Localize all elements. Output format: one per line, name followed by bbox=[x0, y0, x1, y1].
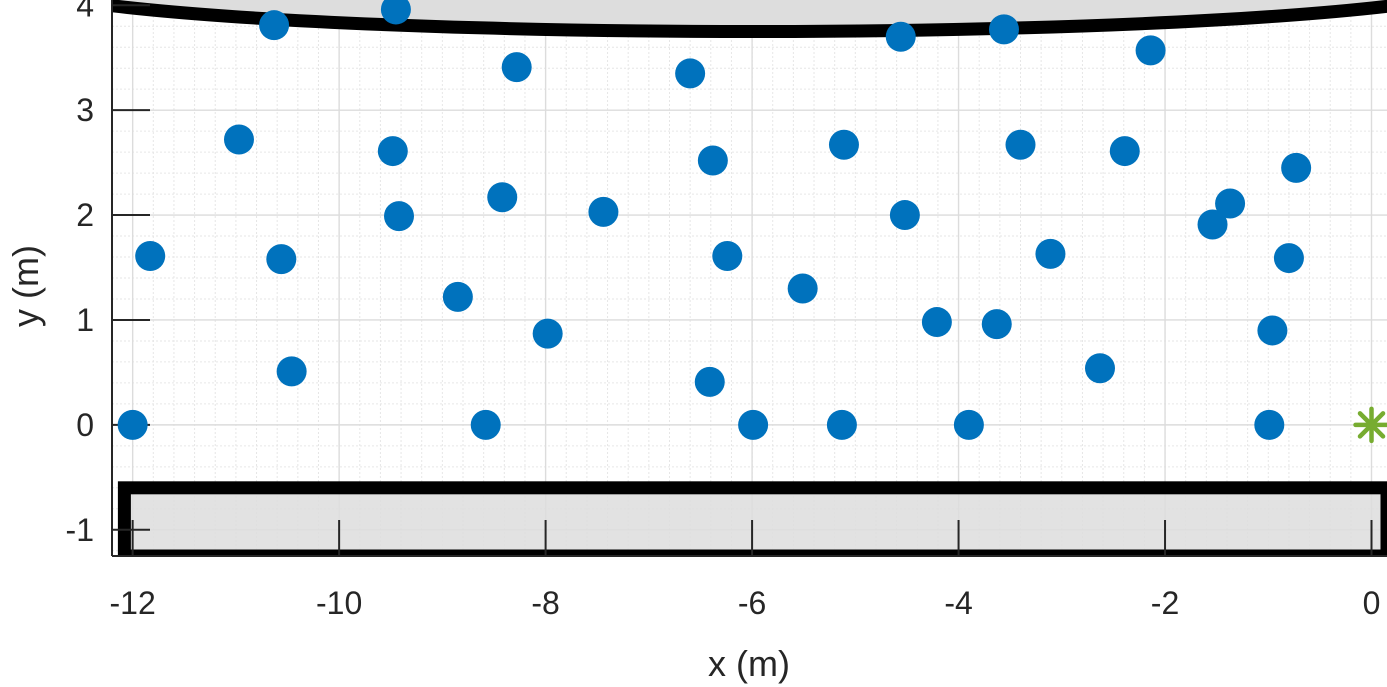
y-tick-label: 4 bbox=[76, 0, 94, 23]
data-point bbox=[1273, 243, 1304, 274]
data-point bbox=[377, 136, 408, 167]
x-axis-label: x (m) bbox=[708, 643, 790, 684]
data-point bbox=[953, 409, 984, 440]
data-point bbox=[694, 366, 725, 397]
y-tick-label: 0 bbox=[76, 407, 94, 443]
x-tick-label: -12 bbox=[110, 585, 156, 621]
data-point bbox=[259, 10, 290, 41]
data-point bbox=[135, 240, 166, 271]
data-point bbox=[266, 244, 297, 275]
data-point bbox=[442, 281, 473, 312]
x-tick-label: -8 bbox=[531, 585, 559, 621]
x-tick-label: -6 bbox=[738, 585, 766, 621]
y-tick-label: 1 bbox=[76, 302, 94, 338]
data-point bbox=[1109, 136, 1140, 167]
data-point bbox=[787, 273, 818, 304]
minor-grid bbox=[112, 0, 1387, 556]
data-points bbox=[117, 0, 1387, 444]
data-point bbox=[1254, 409, 1285, 440]
x-tick-label: -4 bbox=[944, 585, 972, 621]
data-point bbox=[697, 145, 728, 176]
data-point bbox=[1281, 152, 1312, 183]
data-point bbox=[1035, 238, 1066, 269]
asterisk-stroke bbox=[1357, 411, 1386, 439]
y-tick-label: -1 bbox=[66, 512, 94, 548]
data-point bbox=[889, 200, 920, 231]
data-point bbox=[487, 182, 518, 213]
data-point bbox=[276, 356, 307, 387]
data-point bbox=[588, 196, 619, 227]
data-point bbox=[380, 0, 411, 25]
top-ellipse bbox=[112, 0, 1387, 38]
data-point bbox=[223, 124, 254, 155]
data-point bbox=[738, 409, 769, 440]
data-point bbox=[826, 409, 857, 440]
data-point bbox=[117, 409, 148, 440]
data-point bbox=[988, 14, 1019, 45]
data-point bbox=[470, 409, 501, 440]
data-point bbox=[981, 309, 1012, 340]
data-point bbox=[1257, 315, 1288, 346]
data-point bbox=[1135, 35, 1166, 66]
obstacle-shapes bbox=[112, 0, 1387, 556]
data-point bbox=[384, 201, 415, 232]
y-tick-label: 2 bbox=[76, 197, 94, 233]
data-point bbox=[1197, 209, 1228, 240]
data-point bbox=[1215, 188, 1246, 219]
data-point bbox=[1084, 353, 1115, 384]
x-tick-label: 0 bbox=[1363, 585, 1381, 621]
axes bbox=[111, 0, 1387, 557]
data-point bbox=[712, 240, 743, 271]
x-tick-label: -2 bbox=[1151, 585, 1179, 621]
y-tick-label: 3 bbox=[76, 92, 94, 128]
y-axis-label: y (m) bbox=[5, 245, 46, 327]
data-point bbox=[921, 307, 952, 338]
data-point bbox=[885, 21, 916, 52]
origin-asterisk-marker bbox=[1353, 406, 1387, 444]
x-tick-label: -10 bbox=[316, 585, 362, 621]
data-point bbox=[501, 52, 532, 83]
data-point bbox=[828, 129, 859, 160]
data-point bbox=[1005, 129, 1036, 160]
ground-rect bbox=[117, 481, 1387, 556]
data-point bbox=[675, 58, 706, 89]
data-point bbox=[532, 318, 563, 349]
